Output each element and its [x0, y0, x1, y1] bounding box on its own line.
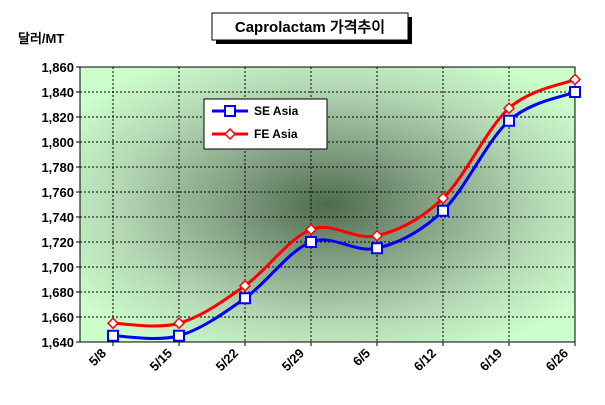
y-tick-label: 1,700	[41, 260, 74, 275]
y-tick-label: 1,820	[41, 110, 74, 125]
series-line-fe-asia	[112, 78, 576, 328]
series-line-se-asia	[112, 90, 576, 341]
data-point-se-asia	[569, 86, 581, 98]
legend-swatch-marker-fe-asia	[223, 127, 237, 141]
y-axis-label: 달러/MT	[18, 31, 64, 46]
y-tick-label: 1,680	[41, 285, 74, 300]
data-point-fe-asia	[568, 73, 582, 86]
y-tick-label: 1,780	[41, 160, 74, 175]
chart-title: Caprolactam 가격추이	[235, 18, 385, 36]
legend-swatch-marker-se-asia	[224, 105, 236, 117]
y-tick-label: 1,660	[41, 310, 74, 325]
axes: 1,640 1,660 1,680 1,700 1,720 1,740 1,760 1,780…	[41, 60, 576, 374]
data-point-fe-asia	[106, 317, 120, 330]
data-point-fe-asia	[370, 229, 384, 242]
legend-label-se-asia: SE Asia	[254, 104, 299, 118]
y-tick-label: 1,740	[41, 210, 74, 225]
data-point-fe-asia	[436, 192, 450, 205]
legend-label-fe-asia: FE Asia	[254, 127, 298, 141]
data-point-fe-asia	[502, 102, 516, 115]
title-box	[211, 12, 409, 41]
y-tick-label: 1,760	[41, 185, 74, 200]
data-point-se-asia	[239, 292, 251, 305]
data-point-se-asia	[503, 114, 515, 127]
y-tick-label: 1,800	[41, 135, 74, 150]
data-point-se-asia	[371, 242, 383, 255]
legend	[212, 105, 248, 141]
series-layer	[106, 73, 582, 342]
data-point-se-asia	[173, 329, 185, 342]
data-point-fe-asia	[172, 317, 186, 330]
data-point-fe-asia	[238, 279, 252, 292]
y-tick-label: 1,640	[41, 335, 74, 350]
data-point-se-asia	[107, 329, 119, 342]
y-tick-label: 1,840	[41, 85, 74, 100]
data-point-fe-asia	[304, 223, 318, 236]
y-tick-label: 1,860	[41, 60, 74, 75]
data-point-se-asia	[437, 204, 449, 217]
data-point-se-asia	[305, 236, 317, 248]
y-tick-label: 1,720	[41, 235, 74, 250]
